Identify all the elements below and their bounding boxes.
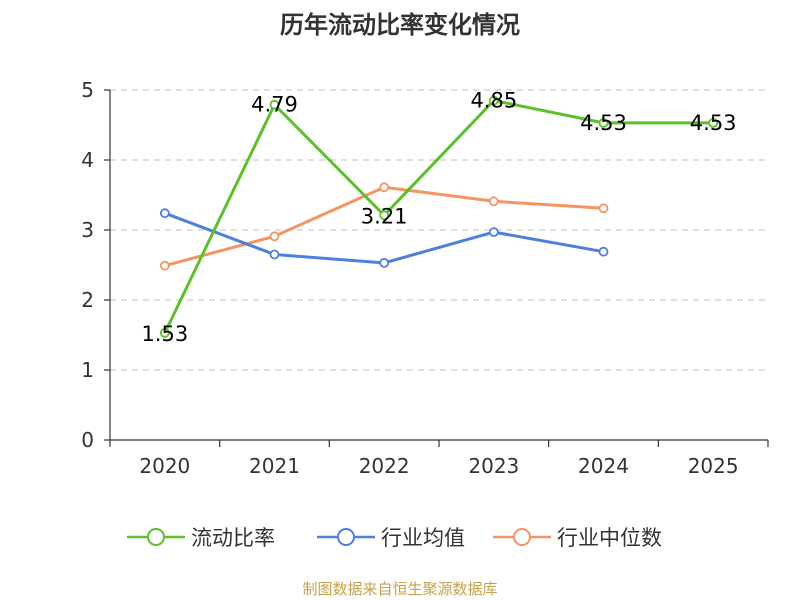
legend-item[interactable]: 行业均值 [317, 526, 465, 550]
legend-label: 行业中位数 [557, 526, 662, 550]
series-line-0 [163, 99, 714, 334]
data-point [379, 257, 390, 268]
legend-marker [513, 528, 531, 546]
y-tick-label: 3 [81, 218, 94, 242]
data-point [488, 95, 499, 106]
legend: 流动比率 行业均值 行业中位数 [127, 526, 662, 550]
y-tick-label: 1 [81, 358, 94, 382]
legend-item[interactable]: 行业中位数 [493, 526, 662, 550]
data-point [269, 99, 280, 110]
data-point [159, 208, 170, 219]
series [159, 95, 719, 338]
data-point [598, 118, 609, 128]
x-tick-label: 2025 [688, 454, 739, 478]
data-point [488, 227, 499, 238]
data-point [379, 210, 390, 221]
x-tick-label: 2022 [359, 454, 410, 478]
data-labels: 1.53 4.79 3.21 4.85 4.53 4.53 [141, 89, 736, 346]
data-point [379, 182, 390, 193]
data-point [269, 249, 280, 260]
chart-title: 历年流动比率变化情况 [280, 11, 520, 39]
data-point [598, 203, 609, 214]
data-point [488, 196, 499, 207]
data-label: 4.53 [690, 111, 737, 135]
data-point [159, 327, 170, 338]
y-tick-label: 2 [81, 288, 94, 312]
y-tick-label: 5 [81, 78, 94, 102]
source-note: 制图数据来自恒生聚源数据库 [302, 580, 497, 598]
data-label: 4.85 [470, 89, 517, 113]
data-point [708, 118, 719, 128]
data-label: 4.79 [251, 93, 298, 117]
data-point [269, 231, 280, 242]
x-tick-label: 2020 [139, 454, 190, 478]
legend-marker [337, 528, 355, 546]
data-point [159, 260, 170, 271]
y-tick-label: 0 [81, 428, 94, 452]
legend-marker [147, 528, 165, 546]
axes: 0 1 2 3 4 5 2020 2021 2022 2023 2024 2025 [81, 78, 769, 478]
data-label: 4.53 [580, 111, 627, 135]
data-label: 3.21 [361, 204, 408, 228]
x-tick-label: 2021 [249, 454, 300, 478]
x-tick-label: 2023 [468, 454, 519, 478]
data-point [598, 246, 609, 257]
y-tick-label: 4 [81, 148, 94, 172]
data-label: 1.53 [141, 322, 188, 346]
legend-item[interactable]: 流动比率 [127, 526, 275, 550]
legend-label: 行业均值 [381, 526, 465, 550]
x-tick-label: 2024 [578, 454, 629, 478]
legend-label: 流动比率 [191, 526, 275, 550]
